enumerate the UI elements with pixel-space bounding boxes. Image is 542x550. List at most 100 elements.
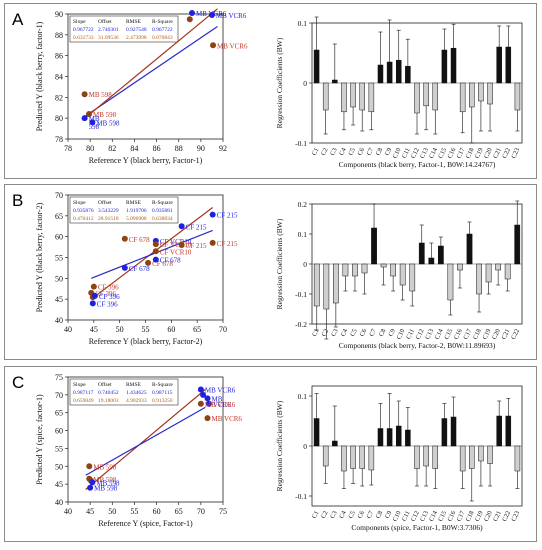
category-label: C4 xyxy=(338,509,348,520)
category-label: C20 xyxy=(491,328,502,341)
x-tick-label: 55 xyxy=(142,325,150,334)
y-tick-label: 60 xyxy=(55,233,63,242)
bar xyxy=(437,245,444,265)
point-label: MB xyxy=(89,115,100,123)
category-label: C18 xyxy=(465,147,476,160)
category-label: C12 xyxy=(415,328,426,341)
x-tick-label: 40 xyxy=(64,507,72,516)
y-tick-label: 0.1 xyxy=(298,392,308,401)
category-label: C11 xyxy=(401,147,412,160)
bar xyxy=(332,440,338,447)
category-label: C6 xyxy=(356,146,366,157)
bar xyxy=(418,242,425,265)
data-point xyxy=(121,264,128,271)
point-label: CF 396 xyxy=(98,284,119,292)
bar xyxy=(514,82,521,111)
category-label: C1 xyxy=(311,147,321,157)
category-label: C14 xyxy=(428,146,439,159)
category-label: C14 xyxy=(428,509,439,522)
stats-value: 0.913250 xyxy=(152,398,173,404)
point-label: MB 598 xyxy=(93,463,117,471)
y-tick-label: 0.1 xyxy=(298,230,308,239)
y-tick-label: 0 xyxy=(303,79,307,88)
stats-value: 0.631733 xyxy=(73,35,94,41)
data-point xyxy=(89,300,96,307)
category-label: C6 xyxy=(356,509,366,520)
category-label: C22 xyxy=(501,147,512,160)
bar xyxy=(423,82,429,107)
point-label: CF 215 xyxy=(186,223,207,231)
x-axis-label: Reference Y (black berry, Factor-2) xyxy=(89,337,203,346)
point-label: CF 215 xyxy=(217,212,238,220)
y-tick-label: 45 xyxy=(55,480,63,489)
data-point xyxy=(200,391,207,398)
stats-value: 0.967722 xyxy=(152,27,173,33)
x-tick-label: 78 xyxy=(64,144,72,153)
data-point xyxy=(178,223,185,230)
y-axis-label: Predicted Y (spice, factor-1) xyxy=(35,394,44,485)
stats-value: 19.18003 xyxy=(98,398,119,404)
bar xyxy=(485,263,492,283)
stats-header: Slope xyxy=(73,200,86,206)
bar xyxy=(514,224,521,265)
x-tick-label: 88 xyxy=(175,144,183,153)
stats-value: 0.740452 xyxy=(98,390,119,396)
y-tick-label: 0.1 xyxy=(298,19,308,28)
stats-value: 28.91518 xyxy=(98,216,119,222)
y-tick-label: -0.1 xyxy=(295,290,307,299)
stats-header: RMSE xyxy=(126,200,142,206)
x-tick-label: 50 xyxy=(108,507,116,516)
category-label: C19 xyxy=(481,328,492,341)
category-label: C5 xyxy=(347,510,357,520)
data-point xyxy=(205,400,212,407)
stats-header: Slope xyxy=(73,382,86,388)
point-label: CF 678 xyxy=(129,236,150,244)
regression-line xyxy=(85,406,206,476)
point-label: CF 396 xyxy=(97,300,118,308)
category-label: C21 xyxy=(492,147,503,160)
bar xyxy=(428,257,435,265)
category-label: C9 xyxy=(387,328,397,338)
category-label: C11 xyxy=(401,510,412,523)
category-label: C3 xyxy=(329,510,339,520)
point-label: MB VCR6 xyxy=(205,401,236,409)
y-tick-label: 70 xyxy=(55,391,63,400)
point-label: MB VCR6 xyxy=(217,42,248,50)
panel-label: A xyxy=(12,10,24,29)
bar xyxy=(322,82,329,111)
data-point xyxy=(186,16,193,23)
bar xyxy=(395,425,402,447)
x-tick-label: 82 xyxy=(108,144,116,153)
bar xyxy=(332,263,339,304)
bar xyxy=(450,47,457,84)
x-tick-label: 65 xyxy=(193,325,201,334)
category-label: C14 xyxy=(434,327,445,340)
category-label: C18 xyxy=(465,510,476,523)
bar xyxy=(359,445,365,469)
stats-value: 0.659049 xyxy=(73,398,94,404)
bar xyxy=(377,428,384,447)
y-tick-label: 70 xyxy=(55,191,63,200)
bar xyxy=(409,263,416,292)
data-point xyxy=(204,415,211,422)
point-label: CF VCR10 xyxy=(160,248,192,256)
bar xyxy=(496,46,502,84)
category-label: C16 xyxy=(453,327,464,340)
y-axis-label: Regression Coefficients (BW) xyxy=(275,400,284,491)
category-label: C11 xyxy=(405,328,416,341)
bar xyxy=(323,263,330,310)
x-tick-label: 45 xyxy=(86,507,94,516)
data-point xyxy=(87,484,94,491)
point-label: MB 598 xyxy=(93,476,117,484)
panel-label: C xyxy=(12,373,25,392)
point-label: MB xyxy=(212,395,223,403)
category-label: C20 xyxy=(483,147,494,160)
stats-value: 2.473998 xyxy=(126,35,147,41)
bar xyxy=(359,82,365,111)
bar xyxy=(350,82,356,108)
x-tick-label: 70 xyxy=(197,507,205,516)
data-point xyxy=(91,292,98,299)
bar-chart-c: -0.100.1C1 C2 C3 C4 C5 C6 C7 C8 C9C10C11C12C13C1… xyxy=(275,385,523,532)
point-label: MB 598 xyxy=(93,111,117,119)
bar xyxy=(496,415,502,447)
